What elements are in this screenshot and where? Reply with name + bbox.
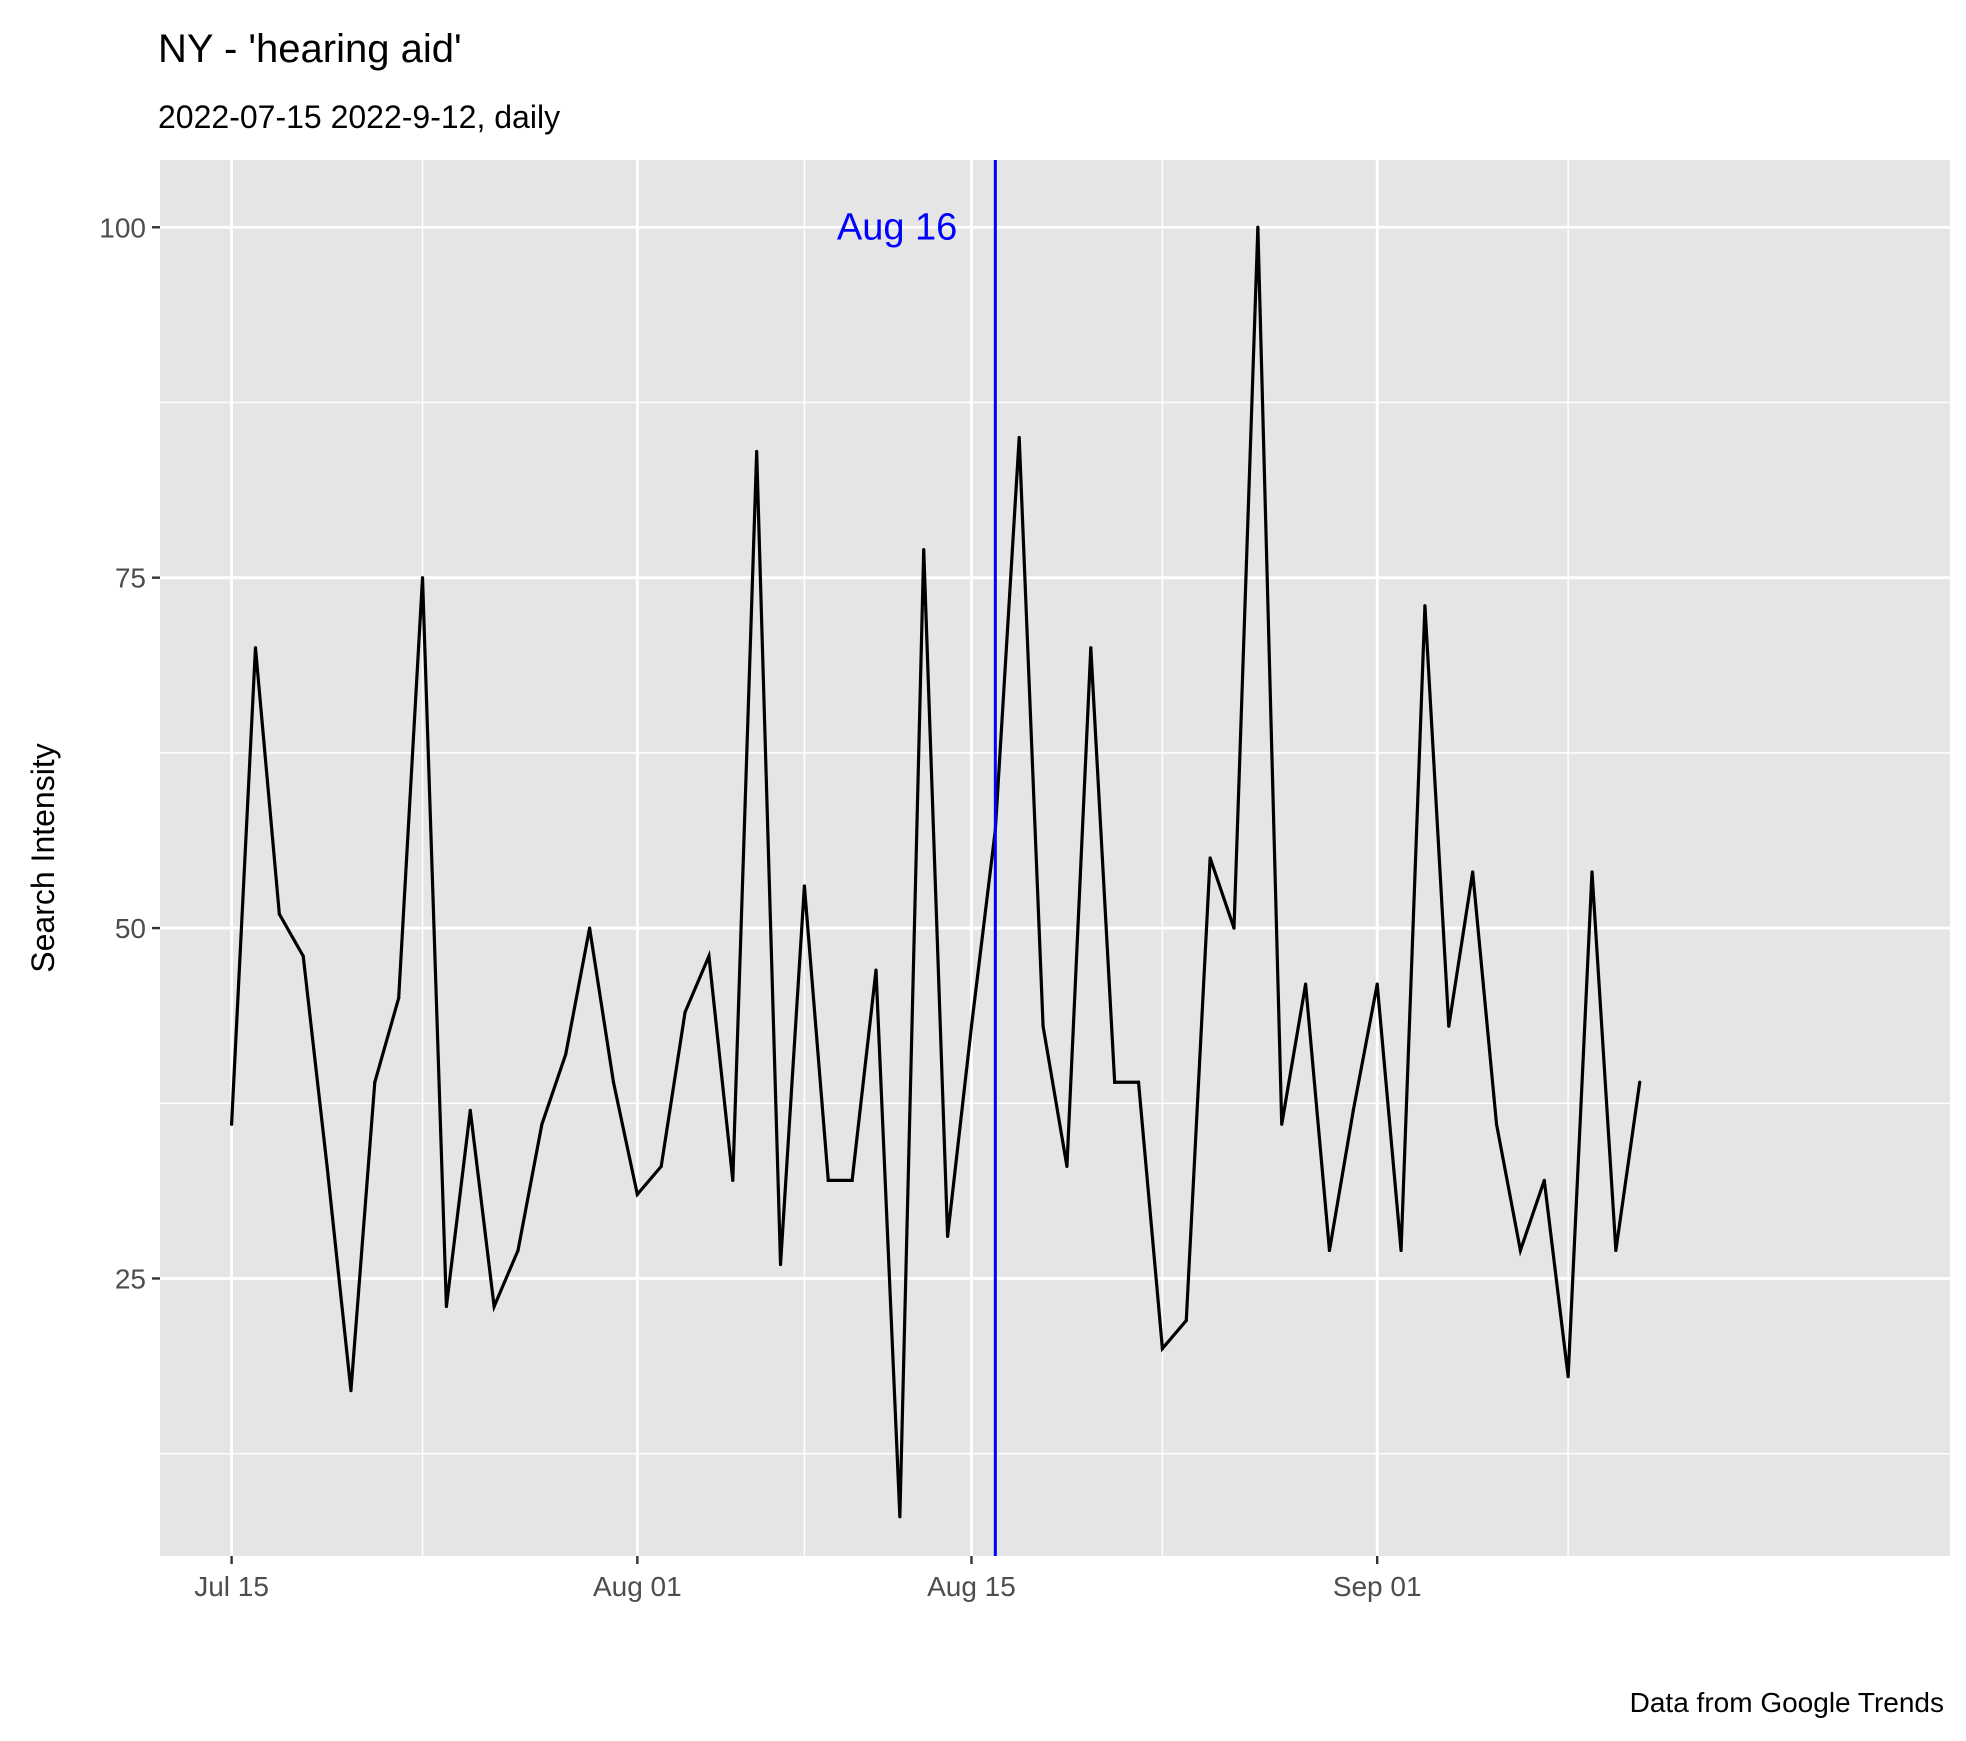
data-point bbox=[373, 1080, 377, 1084]
data-point bbox=[1041, 1024, 1045, 1028]
data-point bbox=[1017, 435, 1021, 440]
data-point bbox=[277, 912, 281, 916]
data-point bbox=[468, 1108, 472, 1112]
data-point bbox=[1447, 1024, 1451, 1028]
data-point bbox=[755, 449, 759, 454]
data-point bbox=[1590, 870, 1594, 874]
series-layer bbox=[230, 225, 1642, 1519]
annotation-layer: Aug 16 bbox=[837, 160, 997, 1556]
data-point bbox=[444, 1304, 448, 1309]
x-axis: Jul 15 Aug 01 Aug 15 Sep 01 bbox=[194, 1556, 1422, 1602]
data-point bbox=[1494, 1122, 1499, 1126]
data-point bbox=[850, 1178, 854, 1182]
data-point bbox=[826, 1178, 830, 1182]
data-point bbox=[253, 646, 258, 650]
chart-subtitle: 2022-07-15 2022-9-12, daily bbox=[158, 99, 560, 135]
data-point bbox=[1351, 1108, 1355, 1112]
data-point bbox=[1518, 1248, 1522, 1253]
x-tick-label: Sep 01 bbox=[1333, 1571, 1422, 1602]
y-tick-label: 25 bbox=[115, 1263, 146, 1294]
data-point bbox=[1232, 926, 1236, 930]
data-point bbox=[1256, 225, 1260, 229]
data-point bbox=[564, 1052, 568, 1056]
data-point bbox=[516, 1248, 520, 1253]
x-tick-label: Aug 01 bbox=[593, 1571, 682, 1602]
y-tick-label: 75 bbox=[115, 563, 146, 594]
data-point bbox=[349, 1389, 353, 1393]
data-point bbox=[683, 1010, 687, 1014]
data-point bbox=[1327, 1248, 1332, 1253]
x-tick-label: Jul 15 bbox=[194, 1571, 269, 1602]
chart-title: NY - 'hearing aid' bbox=[158, 27, 462, 71]
data-point bbox=[1614, 1248, 1618, 1253]
data-point bbox=[922, 548, 926, 552]
data-point bbox=[420, 576, 425, 580]
series-line bbox=[230, 227, 1642, 1517]
data-point bbox=[946, 1234, 950, 1239]
data-point bbox=[1089, 646, 1093, 650]
data-point bbox=[1566, 1374, 1570, 1379]
data-point bbox=[1113, 1080, 1117, 1084]
data-point bbox=[611, 1080, 616, 1084]
data-point bbox=[1542, 1178, 1546, 1182]
data-point bbox=[1065, 1164, 1069, 1168]
y-tick-label: 100 bbox=[99, 212, 146, 243]
data-point bbox=[1208, 856, 1212, 860]
minor-gridlines bbox=[160, 160, 1950, 1556]
data-point bbox=[1184, 1318, 1188, 1323]
data-point bbox=[325, 1164, 329, 1168]
chart-caption: Data from Google Trends bbox=[1630, 1687, 1944, 1718]
data-point bbox=[588, 926, 592, 930]
data-point bbox=[635, 1192, 639, 1196]
data-point bbox=[1160, 1346, 1164, 1351]
data-point bbox=[1375, 982, 1379, 986]
data-point bbox=[778, 1262, 783, 1267]
data-point bbox=[301, 954, 305, 958]
major-gridlines bbox=[160, 160, 1950, 1556]
data-point bbox=[1423, 604, 1427, 608]
data-point bbox=[802, 884, 807, 888]
data-point bbox=[1471, 870, 1475, 874]
data-point bbox=[1136, 1080, 1141, 1084]
data-point bbox=[1638, 1080, 1642, 1084]
y-tick-label: 50 bbox=[115, 913, 146, 944]
y-axis-title: Search Intensity bbox=[25, 743, 61, 972]
data-point bbox=[492, 1304, 496, 1309]
plot-panel bbox=[160, 160, 1950, 1556]
data-point bbox=[540, 1122, 544, 1126]
y-axis: 25 50 75 100 bbox=[99, 212, 160, 1294]
data-point bbox=[898, 1515, 902, 1519]
data-point bbox=[731, 1178, 735, 1182]
x-tick-label: Aug 15 bbox=[927, 1571, 1016, 1602]
data-point bbox=[230, 1122, 234, 1126]
annotation-label: Aug 16 bbox=[837, 206, 957, 248]
data-point bbox=[1304, 982, 1308, 986]
data-point bbox=[969, 1024, 974, 1028]
data-point bbox=[707, 954, 711, 958]
data-point bbox=[659, 1164, 663, 1168]
data-point bbox=[1280, 1122, 1284, 1126]
data-point bbox=[1399, 1248, 1403, 1253]
data-point bbox=[397, 996, 401, 1000]
data-point bbox=[874, 968, 878, 972]
